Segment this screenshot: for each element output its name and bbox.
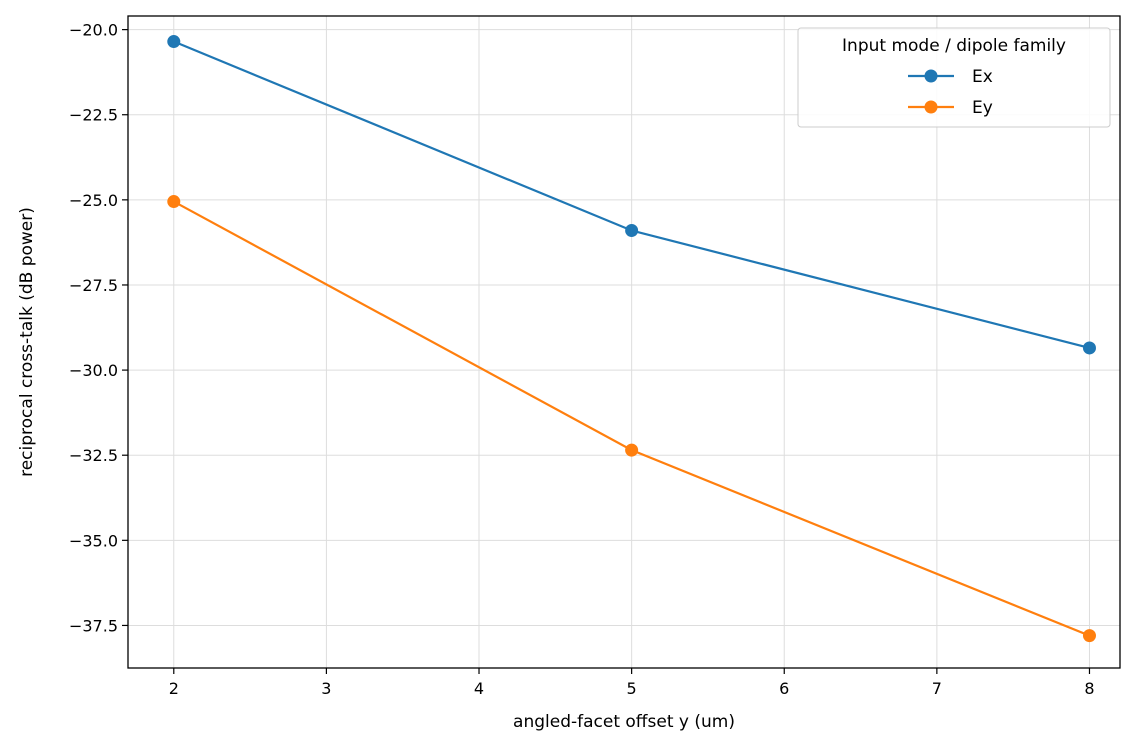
y-tick-label: −22.5 — [69, 106, 118, 125]
legend-marker-ex — [924, 69, 938, 83]
legend: Input mode / dipole family Ex Ey — [797, 27, 1111, 128]
legend-box — [797, 27, 1111, 128]
legend-label-ex: Ex — [972, 67, 993, 87]
series-group — [167, 35, 1096, 643]
y-tick-label: −37.5 — [69, 616, 118, 635]
legend-label-ey: Ey — [972, 98, 993, 118]
ticks: 2 3 4 5 6 7 8 −20.0 −22.5 −25.0 −27.5 −30.0 −32.5 −35… — [69, 21, 1095, 698]
plot-frame — [127, 15, 1121, 669]
x-tick-label: 2 — [169, 679, 179, 698]
x-tick-label: 6 — [779, 679, 789, 698]
x-tick-label: 3 — [321, 679, 331, 698]
x-tick-label: 7 — [932, 679, 942, 698]
y-tick-label: −25.0 — [69, 191, 118, 210]
data-point-ey — [167, 195, 181, 209]
data-point-ex — [625, 223, 639, 237]
x-tick-label: 5 — [627, 679, 637, 698]
data-point-ex — [1082, 341, 1096, 355]
data-point-ey — [625, 443, 639, 457]
legend-title: Input mode / dipole family — [842, 36, 1066, 56]
y-tick-label: −27.5 — [69, 276, 118, 295]
data-point-ex — [167, 35, 181, 49]
y-tick-label: −20.0 — [69, 21, 118, 40]
data-point-ey — [1082, 629, 1096, 643]
legend-items: Ex Ey — [908, 67, 993, 118]
y-tick-label: −35.0 — [69, 531, 118, 550]
y-tick-label: −32.5 — [69, 446, 118, 465]
y-tick-label: −30.0 — [69, 361, 118, 380]
x-tick-label: 4 — [474, 679, 484, 698]
x-tick-label: 8 — [1084, 679, 1094, 698]
x-axis-title: angled-facet offset y (um) — [513, 712, 735, 732]
y-axis-title: reciprocal cross-talk (dB power) — [17, 207, 37, 477]
legend-marker-ey — [924, 100, 938, 114]
grid — [128, 16, 1120, 668]
